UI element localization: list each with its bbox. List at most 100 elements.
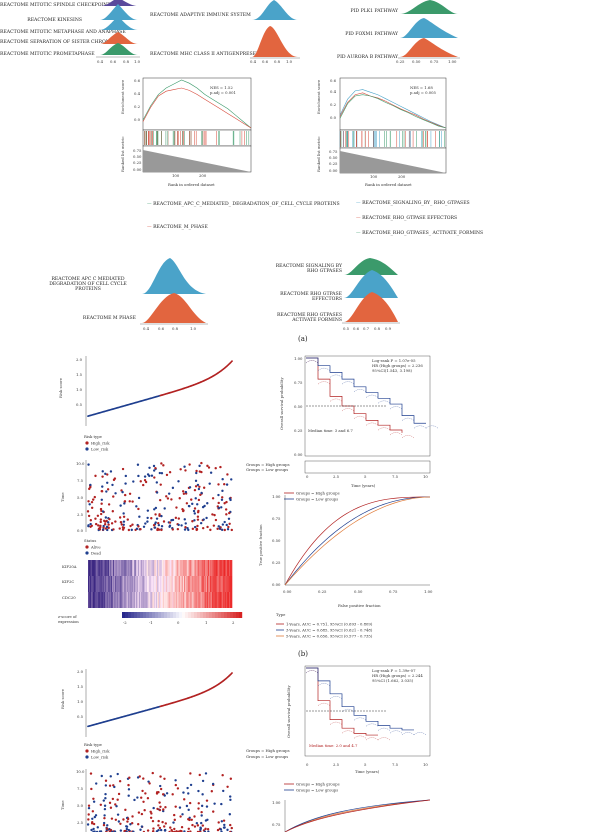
heat-cell [136,592,138,608]
time-point [151,819,155,823]
heat-cell [139,592,142,608]
heat-cell [185,592,188,608]
time-point [155,517,159,520]
heat-cell [175,560,177,576]
heat-cell [213,592,216,608]
gsea-curve [339,89,447,129]
heat-cell [96,576,98,592]
heat-cell [195,560,197,576]
time-point [102,799,105,802]
heat-cell [97,560,99,576]
time-point [198,470,202,473]
time-point [211,497,215,500]
time-point [179,468,182,471]
time-point [195,469,198,473]
heat-cell [103,576,105,592]
heat-cell [101,576,103,592]
heat-cell [114,592,117,608]
time-point [161,820,164,824]
km-ci-band [305,670,319,674]
time-point [149,816,153,819]
km-ci-band [401,435,415,439]
km-ci-band [329,721,343,725]
heat-cell [231,560,233,576]
time-point [136,463,140,466]
time-point [153,526,157,529]
time-point [230,528,233,532]
time-point [200,461,203,465]
time-point [178,497,181,500]
time-point [190,498,193,501]
risk-ylabel: Risk score [60,688,65,709]
heat-cell [173,560,175,576]
gsea-padj: p.adj = 0.005 [410,90,437,95]
svg-text:0.6: 0.6 [353,326,360,331]
time-point [153,508,156,511]
heat-cell [149,592,151,608]
heat-cell [228,592,230,608]
time-point [206,464,209,468]
time-point [162,808,165,811]
heat-cell [129,592,131,608]
time-point [157,523,161,527]
heat-cell [218,560,220,576]
heat-legend-swatch [170,612,174,618]
heat-cell [197,560,199,576]
svg-text:7.5: 7.5 [392,762,399,767]
gsea-legend-item: — REACTOME_RHO_GTPASE EFFECTORS [356,216,458,221]
time-point [163,828,167,832]
heat-cell [116,592,119,608]
svg-text:0.5: 0.5 [76,402,83,407]
time-point [142,483,145,487]
heat-cell [166,592,168,608]
time-point [196,483,200,487]
time-point [200,821,203,825]
gene-label: KIF20A [62,564,77,569]
heat-cell [181,592,183,608]
time-point [201,526,205,530]
time-point [219,465,222,469]
heat-cell [176,592,178,608]
heat-cell [110,576,112,592]
time-point [225,513,228,516]
time-point [160,462,163,465]
heat-cell [202,592,204,608]
heat-cell [222,592,224,608]
time-point [223,483,226,486]
risk-legend-title: Risk type [84,434,103,439]
roc-type: Type [276,612,286,617]
time-point [230,478,233,481]
heat-cell [112,560,115,576]
time-point [196,518,200,521]
svg-text:0.00: 0.00 [283,589,292,594]
heat-cell [184,576,186,592]
time-point [189,772,192,775]
time-point [165,792,169,795]
heat-cell [152,576,154,592]
heat-legend-swatch [146,612,150,618]
heat-cell [154,576,156,592]
heat-cell [206,592,208,608]
time-point [111,510,115,513]
heat-cell [124,560,126,576]
heat-cell [177,592,179,608]
time-point [211,513,214,516]
km-ci-band [425,425,439,429]
km-legend-item: Groups = Low groups [296,788,338,793]
heat-cell [141,560,144,576]
time-point [188,801,192,805]
time-point [136,796,139,799]
svg-text:1.00: 1.00 [272,494,281,499]
time-point [213,513,216,517]
heat-cell [170,592,172,608]
svg-text:0.8: 0.8 [123,59,130,64]
heat-cell [96,560,98,576]
risk-score-plot-c: 2.0 1.5 1.0 0.5 Risk score Risk type High_r… [60,669,233,760]
heat-cell [210,576,213,592]
km-ci-band [305,360,319,364]
time-point [101,510,105,513]
heat-cell [93,576,96,592]
heat-cell [187,576,190,592]
heat-cell [215,592,217,608]
time-point [197,487,201,491]
